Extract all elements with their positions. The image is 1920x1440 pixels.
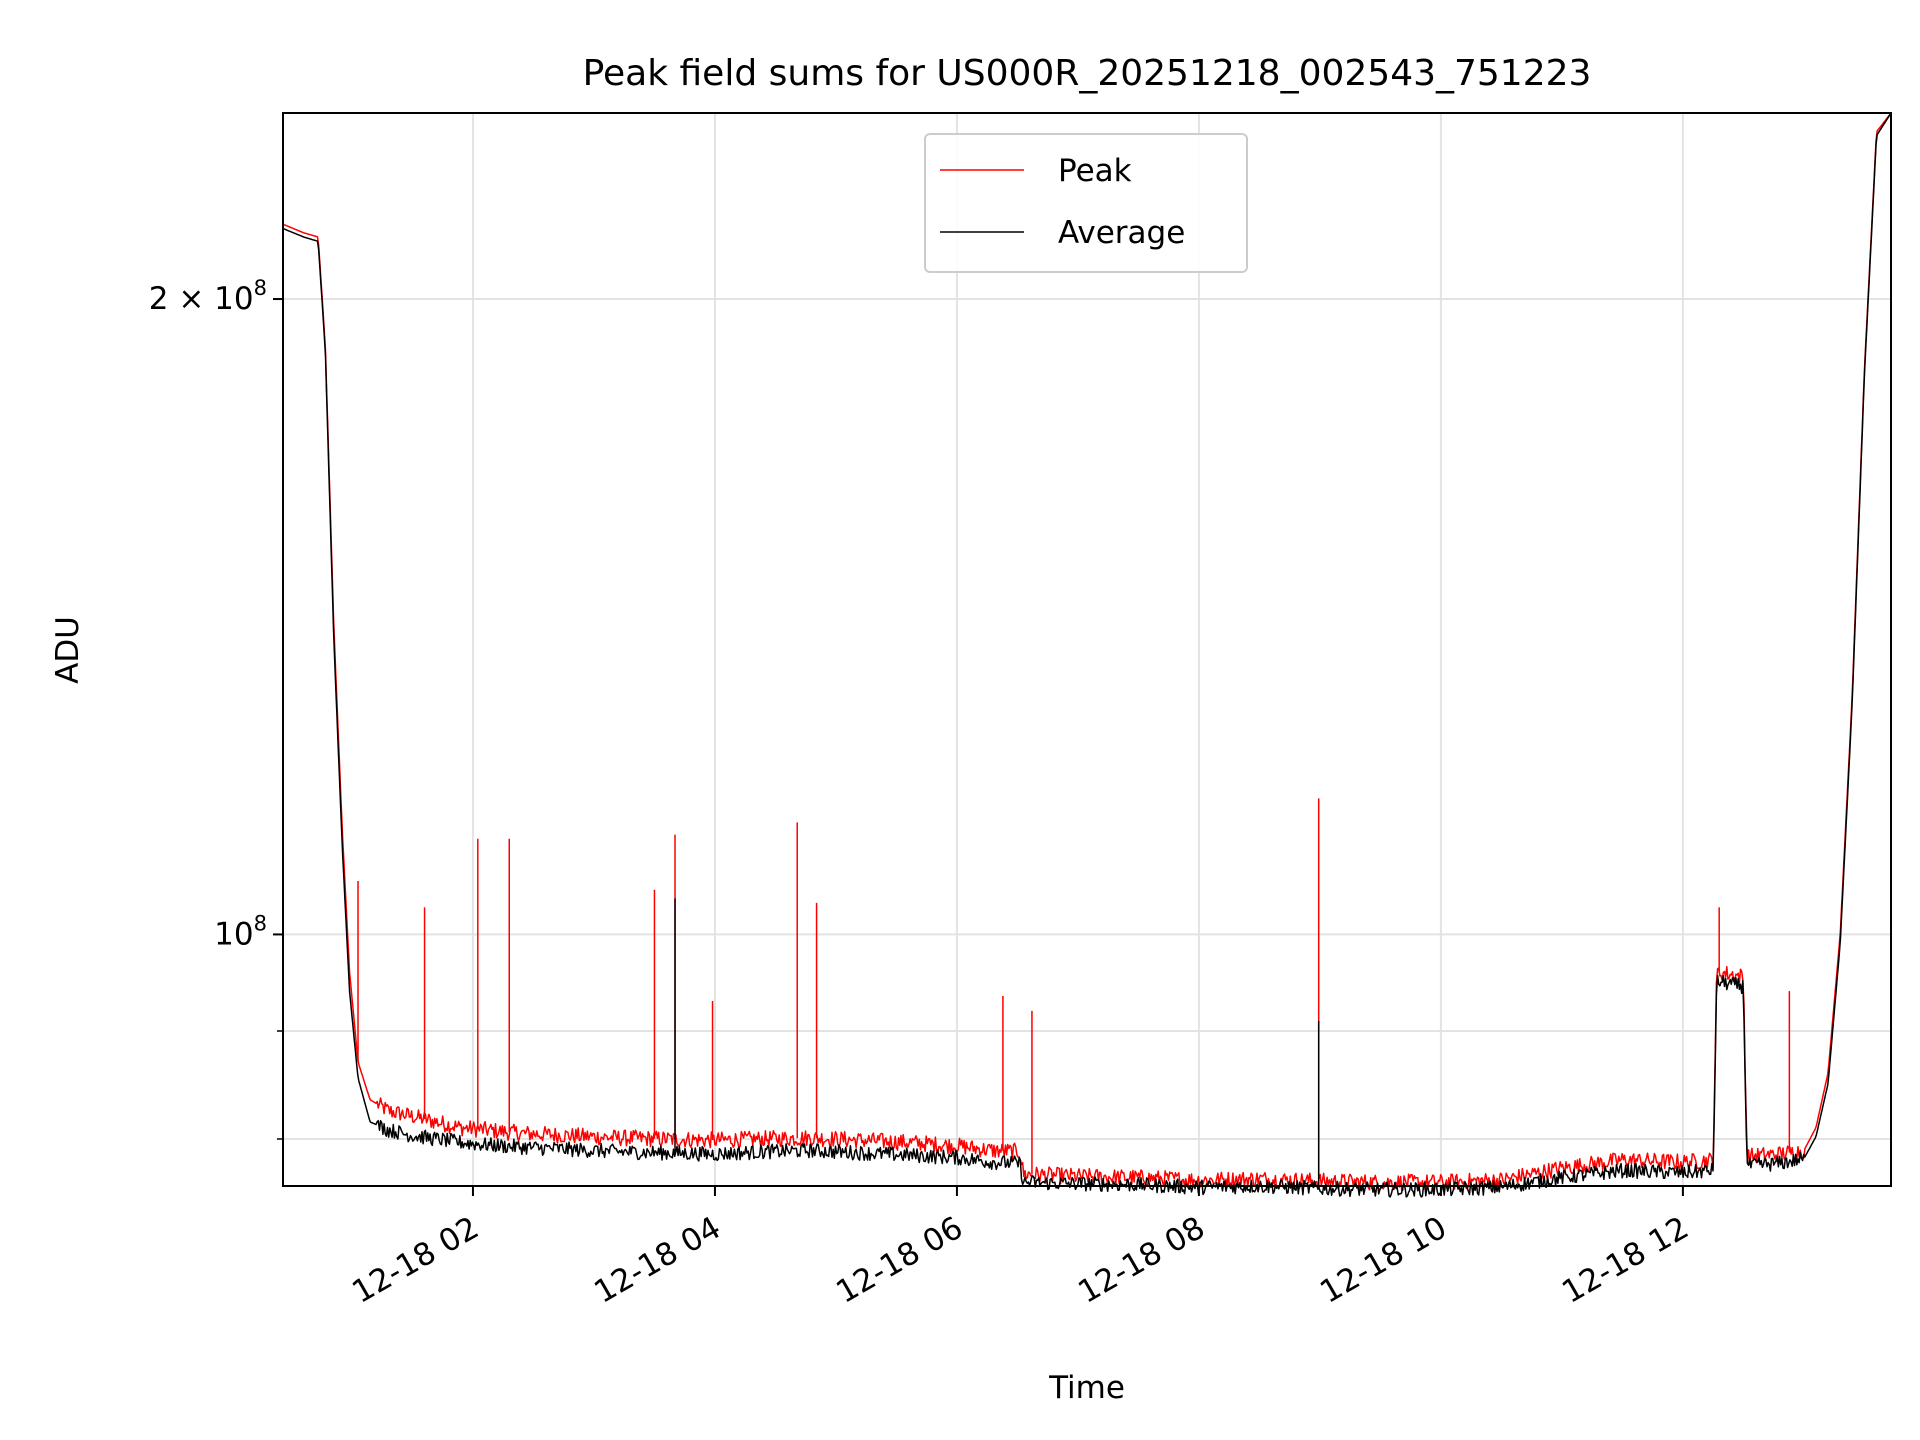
grid <box>283 113 1891 1186</box>
x-tick-label: 12-18 06 <box>830 1210 969 1311</box>
y-axis: 108 2 × 108 <box>149 276 283 1140</box>
series-layer <box>282 112 1892 1198</box>
legend-average-label: Average <box>1058 215 1185 251</box>
legend: Peak Average <box>924 133 1248 273</box>
legend-box <box>924 133 1248 273</box>
chart-title: Peak field sums for US000R_20251218_0025… <box>583 53 1592 94</box>
x-tick-label: 12-18 10 <box>1314 1210 1453 1311</box>
plot-frame <box>282 112 1892 1187</box>
y-tick-label: 2 × 108 <box>149 276 267 317</box>
peak-series-line <box>282 112 1892 1192</box>
average-series-line <box>282 112 1892 1198</box>
x-tick-label: 12-18 04 <box>588 1210 727 1311</box>
x-tick-label: 12-18 02 <box>346 1210 485 1311</box>
x-axis-label: Time <box>1048 1370 1125 1406</box>
legend-peak-label: Peak <box>1058 153 1132 189</box>
x-axis: 12-18 02 12-18 04 12-18 06 12-18 08 12-18 10… <box>346 1186 1695 1311</box>
x-tick-label: 12-18 12 <box>1556 1210 1695 1311</box>
y-axis-label: ADU <box>50 616 86 684</box>
y-tick-label: 108 <box>214 911 267 952</box>
x-tick-label: 12-18 08 <box>1072 1210 1211 1311</box>
